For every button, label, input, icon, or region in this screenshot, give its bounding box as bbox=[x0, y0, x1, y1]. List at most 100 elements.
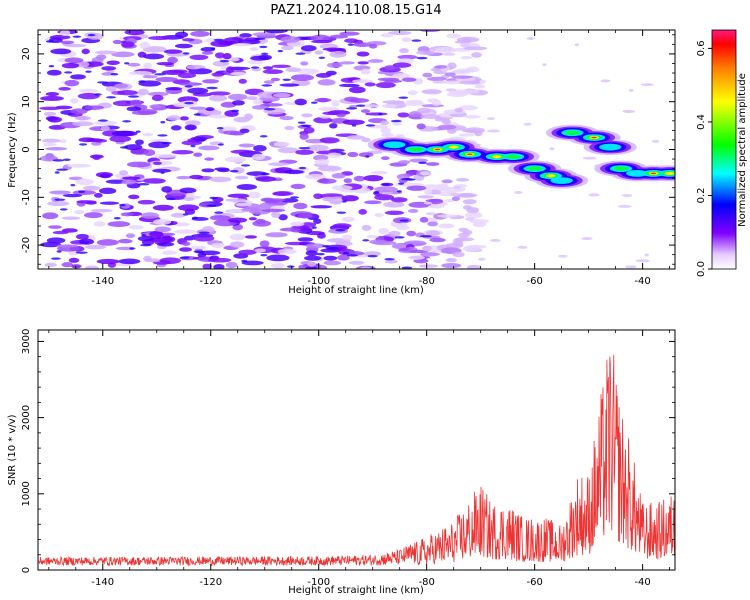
spectrogram-noise-blob bbox=[177, 204, 200, 212]
spectrogram-noise-core bbox=[217, 143, 224, 146]
spectrogram-noise-blob bbox=[137, 235, 155, 242]
spectrogram-noise-blob bbox=[114, 83, 128, 89]
spectrogram-noise-blob bbox=[253, 144, 267, 152]
spectrogram-noise-blob bbox=[420, 114, 441, 119]
spectrogram-noise-blob bbox=[213, 263, 225, 269]
spectrogram-noise-blob bbox=[119, 170, 128, 176]
spectrogram-noise-blob bbox=[454, 107, 463, 113]
spectrogram-noise-blob bbox=[300, 45, 317, 52]
spectrogram-noise-blob bbox=[149, 230, 164, 238]
spectrogram-ytick-label: -10 bbox=[21, 189, 32, 205]
spectrogram-xtick-label: -140 bbox=[91, 276, 114, 287]
spectrogram-noise-blob bbox=[360, 266, 371, 269]
spectrogram-noise-blob bbox=[228, 209, 242, 213]
spectrogram-noise-blob bbox=[422, 72, 433, 78]
spectrogram-noise-core bbox=[396, 190, 402, 193]
spectrogram-noise-core bbox=[78, 190, 86, 194]
spectrogram-noise-core bbox=[365, 124, 376, 127]
spectrogram-faint-speck bbox=[423, 201, 432, 205]
spectrogram-noise-blob bbox=[209, 176, 232, 183]
spectrogram-noise-blob bbox=[118, 238, 133, 244]
spectrogram-noise-blob bbox=[260, 197, 275, 203]
spectrogram-noise-blob bbox=[159, 257, 181, 264]
spectrogram-noise-core bbox=[193, 113, 201, 116]
spectrogram-noise-core bbox=[394, 236, 405, 239]
spectrogram-noise-blob bbox=[435, 185, 452, 192]
spectrogram-noise-blob bbox=[299, 133, 309, 140]
spectrogram-noise-core bbox=[106, 96, 116, 99]
spectrogram-noise-blob bbox=[426, 162, 440, 167]
spectrogram-noise-blob bbox=[329, 50, 347, 58]
spectrogram-noise-blob bbox=[313, 154, 329, 161]
spectrogram-noise-blob bbox=[263, 66, 274, 70]
snr-xtick-label: -140 bbox=[91, 577, 114, 588]
spectrogram-faint-speck bbox=[526, 37, 535, 41]
spectrogram-noise-blob bbox=[93, 221, 106, 227]
spectrogram-noise-blob bbox=[46, 69, 62, 76]
spectrogram-noise-core bbox=[213, 38, 225, 42]
spectrogram-faint-speck bbox=[582, 156, 597, 160]
spectrogram-noise-core bbox=[264, 108, 276, 111]
spectrogram-noise-blob bbox=[364, 82, 376, 87]
spectrogram-noise-core bbox=[346, 254, 358, 257]
spectrogram-signal-blob bbox=[564, 130, 581, 136]
spectrogram-faint-speck bbox=[449, 192, 460, 196]
spectrogram-noise-blob bbox=[142, 46, 167, 53]
spectrogram-noise-blob bbox=[407, 209, 419, 213]
spectrogram-signal-blob bbox=[491, 155, 502, 159]
spectrogram-noise-core bbox=[261, 84, 273, 87]
spectrogram-noise-blob bbox=[471, 52, 482, 58]
spectrogram-noise-core bbox=[184, 85, 193, 88]
spectrogram-noise-blob bbox=[75, 178, 94, 186]
spectrogram-noise-blob bbox=[306, 144, 329, 152]
spectrogram-noise-blob bbox=[50, 48, 72, 55]
spectrogram-faint-speck bbox=[624, 109, 636, 113]
spectrogram-noise-blob bbox=[47, 201, 70, 207]
spectrogram-noise-blob bbox=[279, 115, 294, 121]
spectrogram-noise-blob bbox=[167, 56, 178, 64]
spectrogram-noise-blob bbox=[388, 230, 401, 237]
spectrogram-noise-blob bbox=[72, 121, 94, 127]
spectrogram-noise-blob bbox=[96, 258, 120, 265]
spectrogram-noise-blob bbox=[247, 59, 264, 65]
spectrogram-noise-blob bbox=[152, 204, 174, 211]
spectrogram-noise-blob bbox=[174, 43, 193, 49]
spectrogram-noise-blob bbox=[112, 100, 136, 107]
spectrogram-faint-speck bbox=[486, 117, 495, 121]
snr-ylabel: SNR (10 * v/v) bbox=[7, 414, 18, 485]
spectrogram-noise-blob bbox=[85, 265, 99, 269]
spectrogram-noise-blob bbox=[369, 43, 378, 49]
spectrogram-noise-core bbox=[129, 247, 135, 250]
spectrogram-xtick-label: -80 bbox=[419, 276, 435, 287]
spectrogram-noise-blob bbox=[270, 77, 281, 82]
spectrogram-xtick-label: -120 bbox=[199, 276, 222, 287]
spectrogram-noise-blob bbox=[301, 113, 313, 118]
spectrogram-noise-blob bbox=[281, 198, 299, 203]
spectrogram-noise-core bbox=[382, 183, 390, 186]
colorbar-tick-label: 0.6 bbox=[696, 40, 707, 56]
spectrogram-noise-blob bbox=[401, 37, 412, 43]
spectrogram-noise-core bbox=[419, 234, 432, 238]
spectrogram-noise-blob bbox=[193, 152, 203, 157]
spectrogram-noise-blob bbox=[346, 135, 366, 140]
spectrogram-noise-blob bbox=[279, 83, 300, 87]
spectrogram-noise-blob bbox=[201, 79, 220, 84]
spectrogram-noise-blob bbox=[313, 218, 322, 224]
spectrogram-noise-core bbox=[374, 191, 379, 194]
spectrogram-noise-core bbox=[140, 243, 152, 247]
spectrogram-noise-core bbox=[335, 229, 346, 232]
spectrogram-noise-blob bbox=[390, 197, 408, 203]
spectrogram-noise-blob bbox=[444, 72, 456, 77]
spectrogram-noise-blob bbox=[84, 105, 105, 110]
spectrogram-noise-blob bbox=[128, 194, 140, 200]
spectrogram-noise-blob bbox=[446, 33, 461, 39]
spectrogram-noise-core bbox=[70, 183, 76, 187]
spectrogram-noise-blob bbox=[378, 227, 390, 235]
spectrogram-noise-blob bbox=[95, 171, 114, 178]
spectrogram-noise-core bbox=[327, 247, 339, 250]
spectrogram-noise-blob bbox=[45, 92, 60, 97]
spectrogram-noise-blob bbox=[78, 88, 99, 93]
spectrogram-noise-blob bbox=[46, 237, 66, 244]
spectrogram-noise-blob bbox=[208, 114, 230, 119]
spectrogram-noise-blob bbox=[86, 32, 104, 40]
